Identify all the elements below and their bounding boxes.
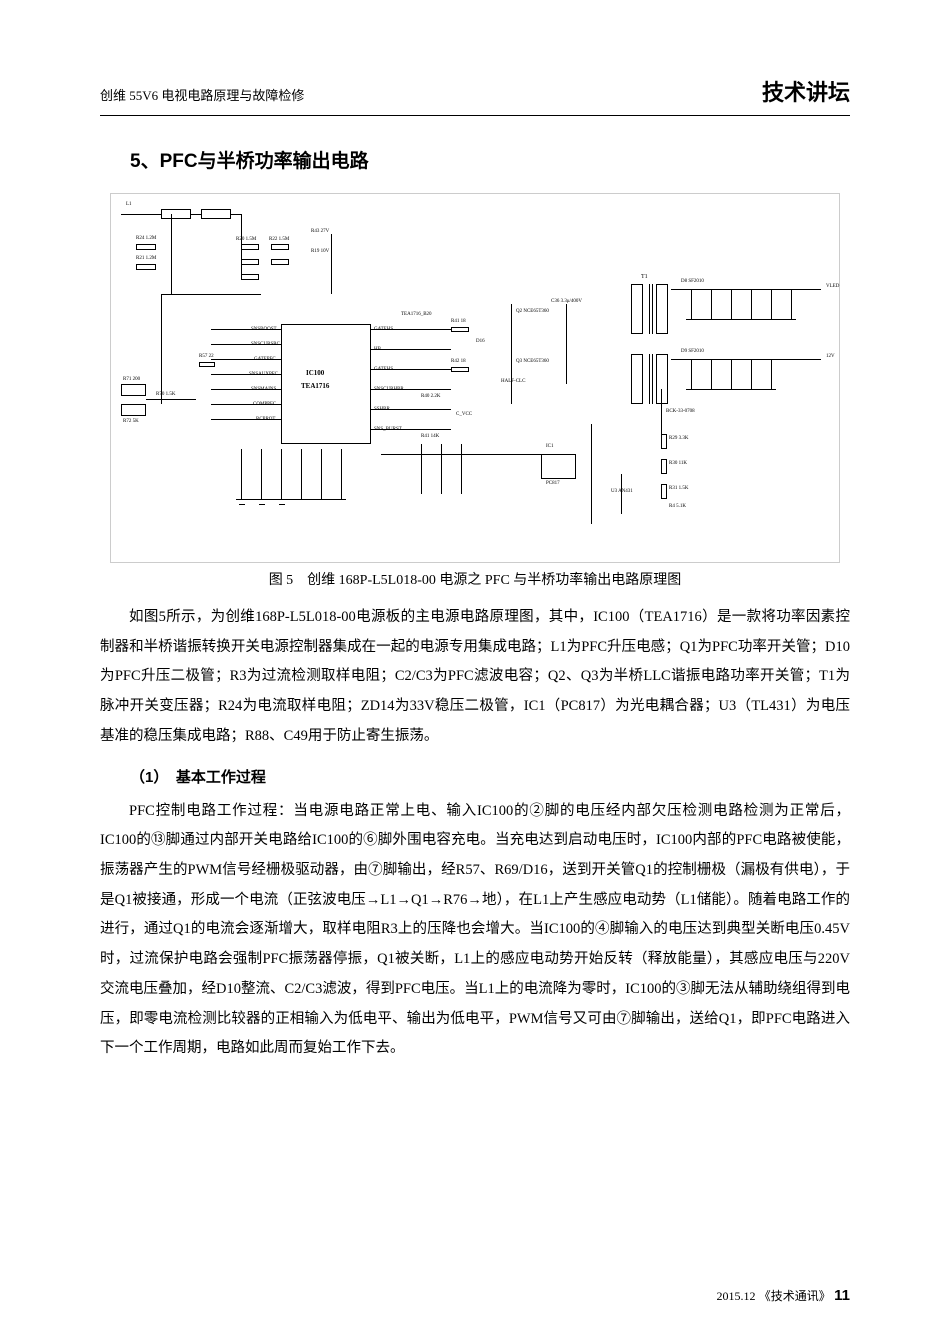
subsection-title: （1） 基本工作过程 [100,766,850,787]
ic1-label: IC1 [546,444,554,449]
page-footer: 2015.12 《技术通讯》 11 [716,1287,850,1304]
footer-page-number: 11 [834,1287,850,1304]
header-left-text: 创维 55V6 电视电路原理与故障检修 [100,85,304,104]
section-title: 5、PFC与半桥功率输出电路 [130,146,850,173]
document-page: 创维 55V6 电视电路原理与故障检修 技术讲坛 5、PFC与半桥功率输出电路 … [0,0,950,1114]
tea1716-label: TEA1716 [301,382,329,390]
ic100-label: IC100 [306,369,324,377]
vled-output: VLED [826,284,839,289]
bck-label: BCK-33-0708 [666,409,695,414]
optocoupler-block [541,454,576,479]
paragraph-1: 如图5所示，为创维168P-L5L018-00电源板的主电源电路原理图，其中，I… [100,603,850,752]
header-right-text: 技术讲坛 [762,75,850,107]
figure-container: L1 R24 1.2M R21 1.2M R20 1.5M R22 1.5M [100,193,850,589]
footer-date: 2015.12 [716,1289,755,1303]
page-header: 创维 55V6 电视电路原理与故障检修 技术讲坛 [100,75,850,116]
paragraph-2: PFC控制电路工作过程：当电源电路正常上电、输入IC100的②脚的电压经内部欠压… [100,797,850,1064]
t1-label: T1 [641,274,648,280]
q2-label: Q2 NCE65T360 [516,309,549,314]
figure-caption: 图 5 创维 168P-L5L018-00 电源之 PFC 与半桥功率输出电路原… [100,569,850,589]
q3-label: Q3 NCE65T360 [516,359,549,364]
12v-output: 12V [826,354,835,359]
l1-label: L1 [126,202,132,207]
circuit-schematic: L1 R24 1.2M R21 1.2M R20 1.5M R22 1.5M [110,193,840,563]
footer-publication: 《技术通讯》 [759,1289,831,1303]
